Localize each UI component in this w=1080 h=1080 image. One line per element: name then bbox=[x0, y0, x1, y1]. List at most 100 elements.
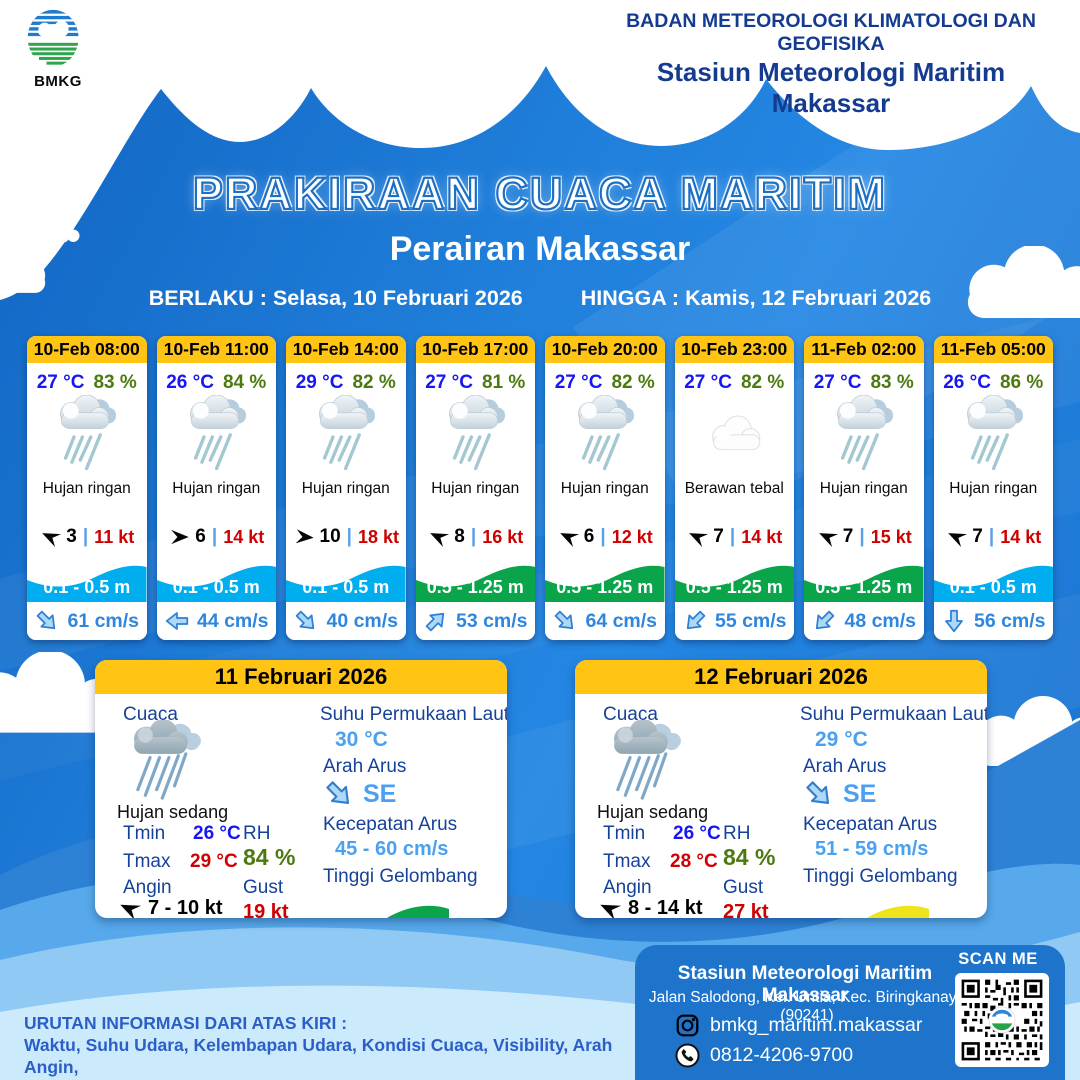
current-row: 55 cm/s bbox=[674, 602, 794, 640]
humidity: 86 % bbox=[999, 372, 1044, 393]
rain-icon bbox=[578, 395, 635, 471]
valid-to-label: HINGGA : bbox=[580, 286, 680, 310]
weather-icon-area bbox=[286, 395, 406, 479]
daily-date-header: 11 Februari 2026 bbox=[95, 660, 507, 694]
visibility-value: 3 bbox=[66, 526, 77, 547]
valid-from: BERLAKU : Selasa, 10 Februari 2026 bbox=[149, 286, 523, 311]
weather-icon-area bbox=[804, 395, 924, 479]
hourly-forecast-card: 10-Feb 17:00 27 °C 81 % bbox=[415, 336, 536, 640]
current-row: 44 cm/s bbox=[156, 602, 276, 640]
gelombang-label: Tinggi Gelombang bbox=[323, 866, 478, 887]
visibility-value: 7 bbox=[713, 526, 724, 547]
wave-height: 0.5 - 1.25 m bbox=[426, 577, 524, 597]
current-direction-icon bbox=[816, 610, 835, 630]
page-subtitle: Perairan Makassar bbox=[389, 230, 691, 268]
current-speed-value: 51 - 59 cm/s bbox=[815, 838, 929, 860]
weather-condition: Hujan ringan bbox=[560, 480, 649, 497]
wave-band: 0.1 - 0.5 m bbox=[933, 550, 1053, 602]
air-temperature: 29 °C bbox=[295, 372, 344, 393]
tmin-label: Tmin bbox=[603, 823, 646, 844]
wave-band: 0.5 - 1.25 m bbox=[545, 550, 665, 602]
humidity: 82 % bbox=[740, 372, 785, 393]
current-speed: 55 cm/s bbox=[714, 609, 787, 632]
current-speed: 64 cm/s bbox=[585, 609, 658, 632]
weather-condition: Hujan ringan bbox=[819, 480, 908, 497]
wind-row: 7 | 14 kt bbox=[934, 526, 1054, 548]
humidity: 81 % bbox=[481, 372, 526, 393]
arah-arus-label: Arah Arus bbox=[323, 756, 407, 777]
humidity: 83 % bbox=[870, 372, 914, 393]
footer-panel: Stasiun Meteorologi Maritim Makassar Jal… bbox=[635, 945, 1065, 1080]
wind-direction-icon bbox=[689, 533, 709, 547]
wind-direction-icon bbox=[818, 533, 838, 547]
wind-speed: 18 kt bbox=[357, 526, 399, 547]
separator: | bbox=[470, 526, 477, 547]
kecepatan-arus-label: Kecepatan Arus bbox=[803, 814, 938, 835]
cloud-decoration bbox=[52, 226, 86, 246]
legend-line: Waktu, Suhu Udara, Kelembapan Udara, Kon… bbox=[24, 1035, 613, 1078]
footer-station-name: Stasiun Meteorologi Maritim Makassar bbox=[677, 963, 933, 1006]
temp-humidity-row: 27 °C 83 % bbox=[804, 372, 924, 394]
station-name: Stasiun Meteorologi Maritim Makassar bbox=[656, 57, 1006, 118]
hourly-time-header: 10-Feb 11:00 bbox=[156, 336, 276, 363]
current-direction-value: SE bbox=[363, 779, 397, 808]
hourly-time-header: 10-Feb 17:00 bbox=[415, 336, 535, 363]
org-name: BADAN METEOROLOGI KLIMATOLOGI DAN GEOFIS… bbox=[626, 10, 1036, 55]
air-temperature: 27 °C bbox=[36, 372, 85, 393]
air-temperature: 26 °C bbox=[166, 372, 214, 393]
wave-badge: 1.25 - 2.5 m bbox=[805, 888, 929, 918]
moderate-rain-icon bbox=[614, 720, 681, 800]
wind-row: 7 | 15 kt bbox=[804, 526, 924, 548]
wave-height: 0.5 - 1.25 m bbox=[556, 577, 654, 597]
hourly-time-header: 10-Feb 23:00 bbox=[674, 336, 794, 363]
cloud-decoration bbox=[0, 240, 58, 300]
wave-height: 0.1 - 0.5 m bbox=[949, 577, 1037, 597]
rain-icon bbox=[448, 395, 505, 471]
wind-direction-icon bbox=[948, 533, 968, 547]
wind-speed: 16 kt bbox=[482, 526, 524, 547]
valid-to: HINGGA : Kamis, 12 Februari 2026 bbox=[581, 286, 932, 311]
separator: | bbox=[211, 526, 218, 547]
wind-row: 10 | 18 kt bbox=[286, 526, 406, 548]
wave-height: 0.1 - 0.5 m bbox=[43, 577, 131, 597]
wind-speed: 12 kt bbox=[611, 526, 653, 547]
rh-label: RH bbox=[243, 823, 271, 844]
weather-condition: Hujan ringan bbox=[172, 480, 261, 497]
footer-address: Jalan Salodong, Kel. Untia, Kec. Biringk… bbox=[648, 989, 966, 1024]
hourly-forecast-card: 11-Feb 05:00 26 °C 86 % bbox=[933, 336, 1054, 640]
rh-value: 84 % bbox=[243, 844, 296, 870]
hourly-time-header: 11-Feb 02:00 bbox=[804, 336, 924, 363]
daily-forecast-card: 12 Februari 2026 Cuaca bbox=[575, 660, 987, 918]
current-direction-icon bbox=[165, 612, 189, 630]
humidity: 84 % bbox=[222, 372, 267, 393]
wind-row: 6 | 14 kt bbox=[157, 526, 277, 548]
visibility-value: 6 bbox=[195, 526, 206, 547]
wind-row: 6 | 12 kt bbox=[545, 526, 665, 548]
air-temperature: 27 °C bbox=[554, 372, 603, 393]
humidity: 82 % bbox=[611, 372, 655, 393]
sst-label: Suhu Permukaan Laut bbox=[320, 704, 507, 725]
wind-speed: 14 kt bbox=[741, 526, 783, 547]
wind-row: 7 | 14 kt bbox=[675, 526, 795, 548]
phone-number: 0812-4206-9700 bbox=[710, 1044, 854, 1066]
temp-humidity-row: 26 °C 86 % bbox=[934, 372, 1054, 394]
angin-label: Angin bbox=[603, 877, 652, 898]
separator: | bbox=[346, 526, 352, 547]
rain-icon bbox=[60, 395, 117, 471]
bmkg-logo-label: BMKG bbox=[34, 73, 82, 90]
page-title: PRAKIRAAN CUACA MARITIM bbox=[192, 167, 888, 220]
temp-humidity-row: 27 °C 82 % bbox=[545, 372, 665, 394]
sst-value: 30 °C bbox=[335, 728, 388, 751]
wave-badge: 0.5 - 1.25 m bbox=[325, 888, 449, 918]
temp-humidity-row: 27 °C 81 % bbox=[416, 372, 536, 394]
temp-humidity-row: 27 °C 82 % bbox=[675, 372, 795, 394]
weather-condition: Hujan ringan bbox=[431, 480, 520, 497]
humidity: 83 % bbox=[93, 372, 137, 393]
hourly-forecast-card: 11-Feb 02:00 27 °C 83 % bbox=[804, 336, 924, 640]
wave-height: 0.1 - 0.5 m bbox=[172, 577, 260, 597]
weather-condition: Berawan tebal bbox=[684, 480, 784, 497]
air-temperature: 27 °C bbox=[813, 372, 862, 393]
air-temperature: 26 °C bbox=[943, 372, 991, 393]
hourly-row: 10-Feb 08:00 27 °C 83 % bbox=[27, 336, 1053, 640]
